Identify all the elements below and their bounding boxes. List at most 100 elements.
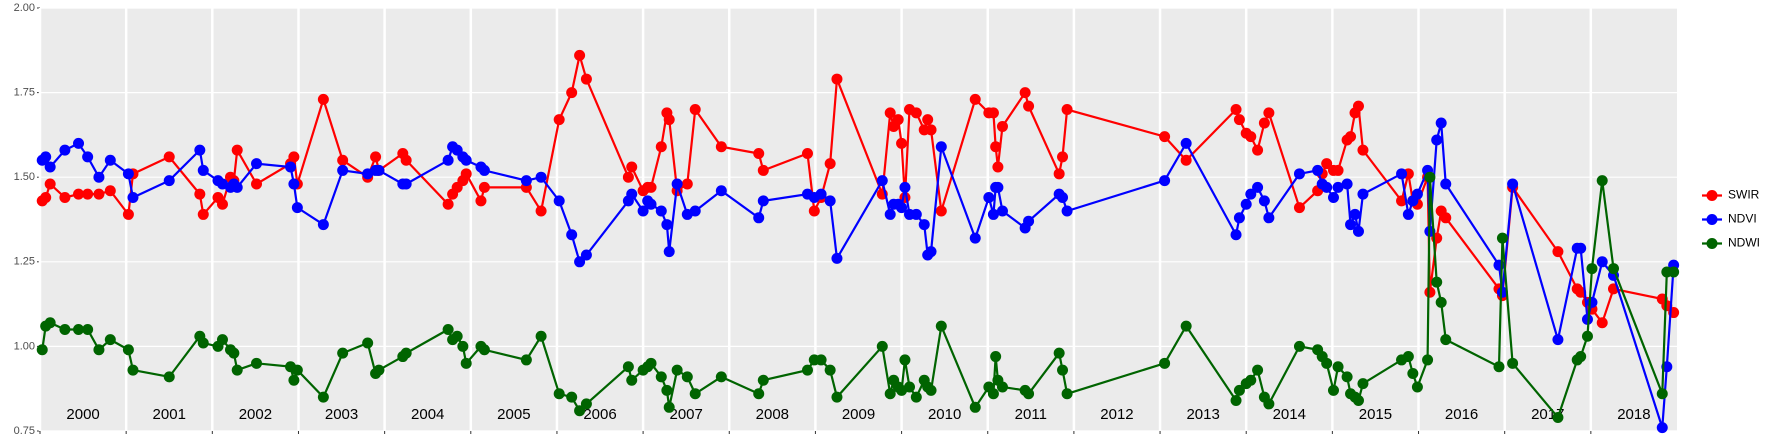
point — [478, 344, 490, 356]
point — [876, 340, 888, 352]
point — [1656, 388, 1668, 400]
point — [992, 161, 1004, 173]
point — [969, 401, 981, 413]
point — [574, 256, 586, 268]
point — [251, 158, 263, 170]
point — [442, 154, 454, 166]
point — [197, 164, 209, 176]
legend-label: SWIR — [1728, 188, 1760, 202]
point — [400, 178, 412, 190]
point — [478, 164, 490, 176]
point — [1312, 164, 1324, 176]
point — [1575, 242, 1587, 254]
point — [689, 205, 701, 217]
point — [460, 357, 472, 369]
point — [93, 171, 105, 183]
point — [1057, 192, 1069, 204]
point — [1357, 188, 1369, 200]
point — [574, 405, 586, 417]
point — [655, 205, 667, 217]
point — [1435, 296, 1447, 308]
point — [996, 120, 1008, 132]
point — [44, 178, 56, 190]
point — [689, 388, 701, 400]
point — [801, 148, 813, 160]
x-tick-label: 2005 — [497, 406, 530, 423]
point — [1431, 276, 1443, 288]
point — [59, 144, 71, 156]
x-tick-label: 2009 — [842, 406, 875, 423]
point — [1057, 151, 1069, 163]
point — [1575, 351, 1587, 363]
point — [824, 158, 836, 170]
legend-label: NDVI — [1728, 212, 1757, 226]
point — [990, 141, 1002, 153]
point — [757, 374, 769, 386]
point — [317, 93, 329, 105]
point — [317, 219, 329, 231]
point — [574, 49, 586, 61]
point — [1023, 215, 1035, 227]
point — [127, 364, 139, 376]
point — [1327, 192, 1339, 204]
y-tick-label: 1.75 — [14, 87, 35, 99]
point — [1252, 364, 1264, 376]
point — [291, 364, 303, 376]
point — [1061, 104, 1073, 116]
legend-swatch — [1706, 190, 1718, 201]
point — [553, 114, 565, 126]
point — [82, 151, 94, 163]
point — [93, 188, 105, 200]
x-tick-label: 2002 — [239, 406, 272, 423]
point — [983, 192, 995, 204]
point — [163, 371, 175, 383]
point — [1341, 178, 1353, 190]
point — [1411, 188, 1423, 200]
point — [987, 388, 999, 400]
point — [1507, 178, 1519, 190]
point — [1581, 330, 1593, 342]
y-tick-label: 2.00 — [14, 2, 35, 14]
point — [824, 364, 836, 376]
point — [626, 188, 638, 200]
point — [661, 219, 673, 231]
point — [194, 188, 206, 200]
point — [73, 137, 85, 149]
point — [580, 398, 592, 410]
point — [216, 334, 228, 346]
point — [1411, 381, 1423, 393]
point — [216, 198, 228, 210]
point — [1586, 263, 1598, 275]
point — [663, 114, 675, 126]
point — [753, 148, 765, 160]
point — [475, 195, 487, 207]
point — [370, 151, 382, 163]
point — [44, 161, 56, 173]
point — [987, 208, 999, 220]
point — [645, 357, 657, 369]
point — [104, 154, 116, 166]
point — [1061, 205, 1073, 217]
point — [1596, 256, 1608, 268]
point — [1435, 117, 1447, 129]
point — [689, 104, 701, 116]
point — [1263, 107, 1275, 119]
point — [1440, 334, 1452, 346]
point — [1263, 212, 1275, 224]
point — [1057, 364, 1069, 376]
legend-label: NDWI — [1728, 236, 1760, 250]
point — [904, 381, 916, 393]
point — [831, 73, 843, 85]
point — [1496, 232, 1508, 244]
point — [1552, 246, 1564, 258]
point — [935, 205, 947, 217]
point — [715, 141, 727, 153]
point — [535, 171, 547, 183]
x-tick-label: 2012 — [1100, 406, 1133, 423]
point — [36, 344, 48, 356]
point — [969, 93, 981, 105]
point — [1431, 134, 1443, 146]
point — [1596, 175, 1608, 187]
point — [663, 246, 675, 258]
point — [478, 181, 490, 193]
